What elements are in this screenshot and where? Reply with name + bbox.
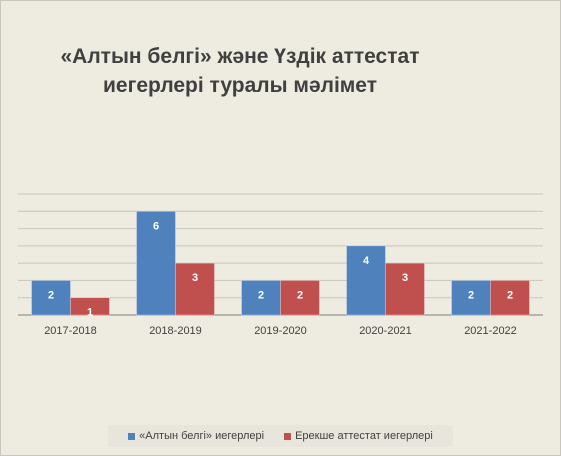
data-label: 2 — [258, 289, 264, 301]
x-tick-label: 2019-2020 — [254, 325, 307, 337]
data-label: 1 — [87, 307, 93, 319]
data-label: 2 — [468, 289, 474, 301]
x-tick-label: 2018-2019 — [149, 325, 202, 337]
legend-swatch-series-2 — [284, 432, 292, 440]
data-label: 3 — [192, 272, 198, 284]
bar-series-1 — [31, 280, 71, 316]
legend-label-series-2: Ерекше аттестат иегерлері — [295, 430, 433, 442]
data-label: 2 — [507, 289, 513, 301]
bar-series-2 — [385, 262, 425, 316]
x-tick-label: 2017-2018 — [44, 325, 97, 337]
x-tick-label: 2020-2021 — [359, 325, 412, 337]
legend: «Алтын белгі» иегерлері Ерекше аттестат … — [108, 425, 453, 447]
data-label: 2 — [48, 289, 54, 301]
chart-title-line-2: иегерлері туралы мәлімет — [103, 74, 377, 97]
bar-series-1 — [451, 280, 491, 316]
data-label: 4 — [363, 255, 370, 267]
legend-item-series-1: «Алтын белгі» иегерлері — [128, 430, 264, 442]
legend-item-series-2: Ерекше аттестат иегерлері — [284, 430, 433, 442]
chart-title: «Алтын белгі» және Үздік аттестат иегерл… — [40, 42, 440, 100]
bar-series-1 — [136, 210, 176, 316]
bar-series-1 — [241, 280, 281, 316]
data-label: 2 — [297, 289, 303, 301]
legend-swatch-series-1 — [128, 432, 136, 440]
bar-series-2 — [70, 297, 110, 316]
data-label: 6 — [153, 220, 159, 232]
bar-series-2 — [280, 280, 320, 316]
x-tick-label: 2021-2022 — [464, 325, 517, 337]
bar-series-2 — [490, 280, 530, 316]
chart-title-line-1: «Алтын белгі» және Үздік аттестат — [60, 45, 420, 68]
bar-series-2 — [175, 262, 215, 316]
data-label: 3 — [402, 272, 408, 284]
bar-series-1 — [346, 245, 386, 316]
legend-label-series-1: «Алтын белгі» иегерлері — [139, 430, 265, 442]
